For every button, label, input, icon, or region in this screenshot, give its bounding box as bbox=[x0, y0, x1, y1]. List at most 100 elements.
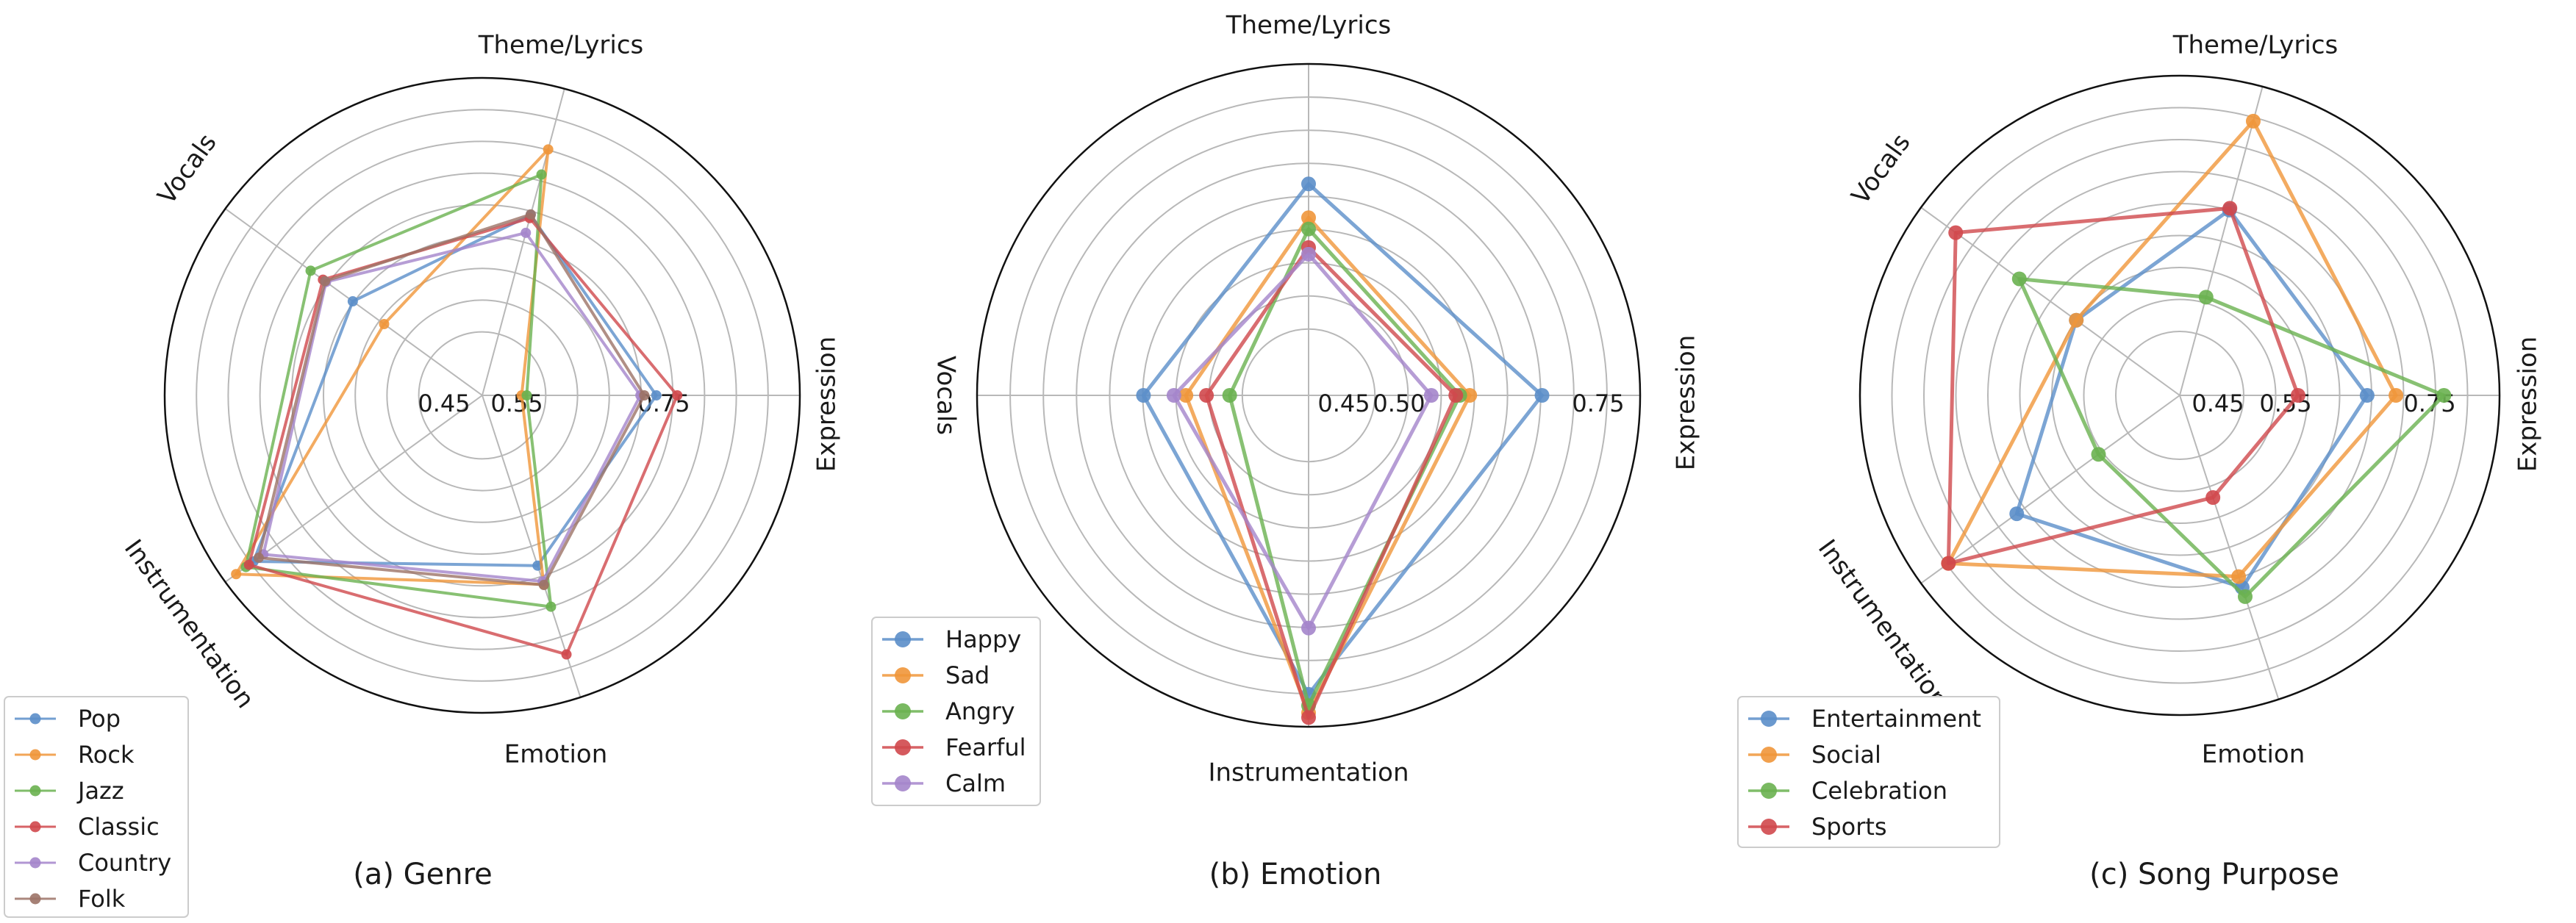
data-point-fearful bbox=[1199, 388, 1214, 403]
legend-marker-classic bbox=[29, 821, 41, 833]
data-point-sports bbox=[2222, 201, 2238, 216]
axis-label-instrumentation: Instrumentation bbox=[1812, 534, 1954, 714]
series-line-classic bbox=[247, 216, 679, 656]
grid-spoke bbox=[224, 395, 483, 583]
legend-marker-happy bbox=[895, 631, 911, 647]
caption-emotion: (b) Emotion bbox=[1209, 858, 1382, 891]
data-point-celebration bbox=[2237, 589, 2253, 604]
axis-label-emotion: Emotion bbox=[2202, 740, 2305, 769]
legend-marker-jazz bbox=[29, 785, 41, 797]
legend-label-social: Social bbox=[1811, 741, 1881, 769]
legend-marker-social bbox=[1761, 747, 1777, 763]
data-point-angry bbox=[1222, 388, 1237, 403]
axis-label-expression: Expression bbox=[812, 337, 842, 473]
data-point-rock bbox=[543, 144, 554, 155]
axis-label-instrumentation: Instrumentation bbox=[1208, 758, 1409, 788]
legend-marker-celebration bbox=[1761, 783, 1777, 799]
data-point-entertainment bbox=[2359, 388, 2375, 403]
data-point-fearful bbox=[1301, 710, 1316, 725]
legend-box bbox=[1737, 696, 2000, 848]
data-point-sports bbox=[1941, 556, 1956, 571]
outer-frame bbox=[1858, 74, 2501, 717]
series-line-folk bbox=[257, 212, 646, 587]
data-point-happy bbox=[1136, 388, 1151, 403]
axis-label-vocals: Vocals bbox=[1846, 129, 1917, 210]
legend-label-happy: Happy bbox=[945, 625, 1021, 653]
data-point-sad bbox=[1178, 388, 1194, 403]
series-line-country bbox=[262, 231, 643, 583]
data-point-calm bbox=[1301, 620, 1316, 636]
data-point-folk bbox=[525, 209, 536, 220]
grid-spoke bbox=[2179, 395, 2280, 700]
tick-label: 0.75 bbox=[1572, 389, 1624, 417]
data-point-folk bbox=[320, 276, 331, 287]
legend-marker-sports bbox=[1761, 819, 1777, 835]
tick-label: 0.45 bbox=[418, 389, 470, 417]
outer-frame bbox=[163, 76, 801, 714]
data-point-celebration bbox=[2091, 447, 2106, 462]
data-point-social bbox=[2231, 569, 2247, 584]
legend-label-rock: Rock bbox=[78, 741, 135, 769]
legend-marker-fearful bbox=[895, 739, 911, 755]
legend: Entertainment Social Celebration Sports bbox=[1737, 696, 2000, 848]
legend-marker-country bbox=[29, 857, 41, 869]
grid-spoke bbox=[1920, 206, 2180, 396]
data-point-jazz bbox=[545, 601, 557, 612]
data-point-social bbox=[2245, 113, 2261, 129]
series-line-rock bbox=[235, 148, 550, 586]
data-point-pop bbox=[651, 390, 662, 401]
outer-frame bbox=[976, 62, 1642, 728]
axis-label-expression: Expression bbox=[1672, 335, 1701, 471]
axis-label-vocals: Vocals bbox=[931, 356, 961, 435]
data-point-sports bbox=[2290, 388, 2305, 403]
data-point-jazz bbox=[305, 265, 316, 276]
data-point-folk bbox=[639, 390, 650, 401]
grid-spoke bbox=[2179, 86, 2264, 396]
caption-genre: (a) Genre bbox=[353, 858, 493, 891]
legend-marker-rock bbox=[29, 749, 41, 761]
data-point-sports bbox=[1948, 225, 1964, 240]
data-point-entertainment bbox=[2009, 506, 2025, 522]
data-point-happy bbox=[1534, 388, 1550, 403]
data-point-calm bbox=[1166, 388, 1181, 403]
legend-marker-angry bbox=[895, 703, 911, 719]
tick-label: 0.45 bbox=[2192, 389, 2244, 417]
axis-label-theme-lyrics: Theme/Lyrics bbox=[478, 31, 644, 60]
legend-label-pop: Pop bbox=[78, 705, 121, 733]
data-point-folk bbox=[538, 580, 549, 591]
series-line-celebration bbox=[2017, 276, 2446, 599]
panel-genre: 0.45 0.55 0.75 ExpressionTheme/LyricsVocals… bbox=[4, 31, 842, 918]
data-point-social bbox=[2389, 388, 2404, 403]
data-point-social bbox=[2069, 312, 2084, 328]
data-point-jazz bbox=[521, 390, 532, 401]
panel-song-purpose: 0.45 0.55 0.75 ExpressionTheme/LyricsVocals… bbox=[1737, 31, 2543, 848]
panel-emotion: 0.45 0.50 0.75 Expression Theme/Lyrics Vocals… bbox=[871, 11, 1701, 806]
data-point-rock bbox=[379, 319, 390, 330]
series-line-entertainment bbox=[2014, 208, 2369, 589]
legend-marker-folk bbox=[29, 893, 41, 905]
data-point-folk bbox=[253, 552, 264, 563]
axis-label-instrumentation: Instrumentation bbox=[118, 534, 260, 714]
legend-label-jazz: Jazz bbox=[76, 777, 124, 805]
data-point-country bbox=[520, 227, 532, 238]
series-line-social bbox=[1946, 119, 2398, 579]
data-point-classic bbox=[243, 559, 254, 570]
legend-marker-sad bbox=[895, 667, 911, 683]
legend-marker-entertainment bbox=[1761, 711, 1777, 727]
data-point-angry bbox=[1301, 221, 1316, 237]
data-point-jazz bbox=[536, 169, 547, 180]
data-point-calm bbox=[1301, 246, 1316, 262]
series-line-sports bbox=[1946, 206, 2300, 566]
legend-label-sad: Sad bbox=[945, 661, 990, 689]
data-point-celebration bbox=[2436, 388, 2452, 403]
data-point-celebration bbox=[2198, 290, 2214, 305]
legend-label-fearful: Fearful bbox=[945, 733, 1026, 761]
data-point-rock bbox=[231, 569, 242, 580]
legend-label-entertainment: Entertainment bbox=[1811, 705, 1981, 733]
data-point-classic bbox=[672, 390, 683, 401]
grid-spoke bbox=[1920, 395, 2180, 584]
legend-label-celebration: Celebration bbox=[1811, 777, 1947, 805]
legend: Pop Rock Jazz Classic Country Folk bbox=[4, 696, 189, 918]
legend: Happy Sad Angry Fearful Calm bbox=[871, 617, 1041, 806]
